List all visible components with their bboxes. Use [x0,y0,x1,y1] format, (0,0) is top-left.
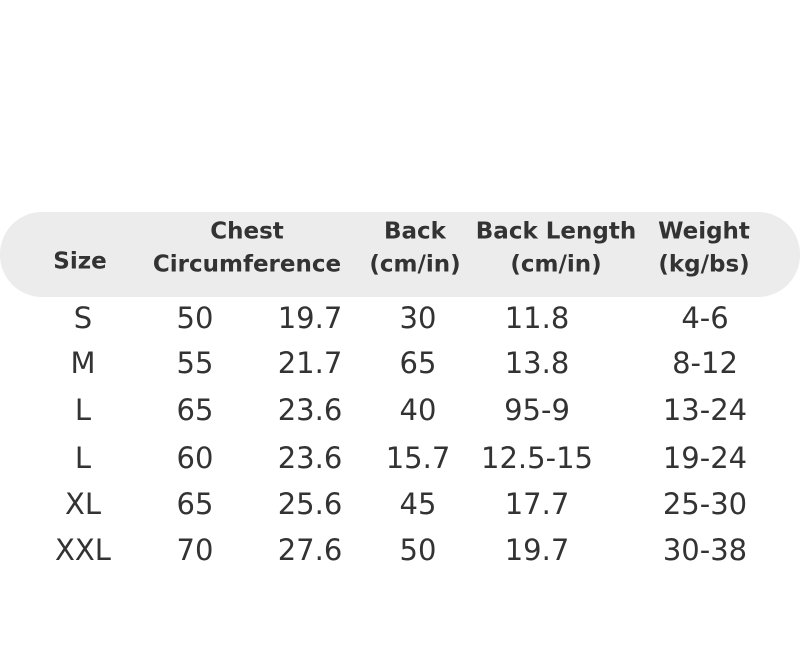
table-cell: 45 [400,487,437,521]
table-cell: 15.7 [386,441,451,475]
header-cell: Chest [210,219,284,245]
table-cell: 12.5-15 [481,441,593,475]
table-cell: 4-6 [681,301,728,335]
table-cell: 11.8 [505,301,570,335]
table-cell: S [74,301,92,335]
table-cell: 50 [177,301,214,335]
header-cell: (cm/in) [510,252,601,278]
table-cell: XL [65,487,101,521]
table-cell: 27.6 [278,533,343,567]
table-cell: 40 [400,393,437,427]
header-cell: (kg/bs) [658,252,749,278]
header-cell: (cm/in) [369,252,460,278]
table-cell: 65 [177,487,214,521]
header-band [0,212,800,297]
table-cell: 19-24 [663,441,747,475]
table-cell: 13-24 [663,393,747,427]
header-cell: Size [53,249,106,275]
table-cell: 19.7 [278,301,343,335]
table-cell: 50 [400,533,437,567]
table-cell: 25.6 [278,487,343,521]
table-cell: 55 [177,346,214,380]
table-cell: 65 [177,393,214,427]
table-cell: 23.6 [278,393,343,427]
table-cell: 8-12 [672,346,738,380]
header-cell: Circumference [153,252,341,278]
header-cell: Back [384,219,447,245]
table-cell: XXL [55,533,111,567]
table-cell: 70 [177,533,214,567]
table-cell: 19.7 [505,533,570,567]
header-cell: Weight [658,219,750,245]
table-cell: 13.8 [505,346,570,380]
table-cell: 30-38 [663,533,747,567]
table-cell: 17.7 [505,487,570,521]
header-cell: Back Length [476,219,636,245]
table-cell: L [75,441,91,475]
table-cell: 23.6 [278,441,343,475]
table-cell: 21.7 [278,346,343,380]
table-cell: 25-30 [663,487,747,521]
table-cell: 95-9 [504,393,570,427]
table-cell: 30 [400,301,437,335]
table-cell: M [70,346,95,380]
table-cell: 60 [177,441,214,475]
table-cell: 65 [400,346,437,380]
table-cell: L [75,393,91,427]
